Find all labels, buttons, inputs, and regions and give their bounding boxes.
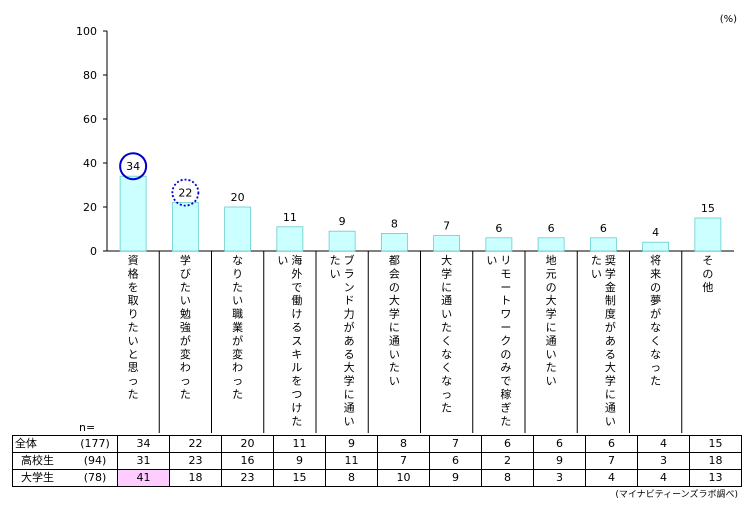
- table-cell: 11: [325, 452, 378, 470]
- table-cell: 18: [689, 452, 742, 470]
- table-cell: 3: [533, 469, 586, 487]
- y-tick-label: 0: [90, 245, 97, 258]
- row-n: (78): [73, 469, 118, 487]
- table-cell: 23: [221, 469, 274, 487]
- table-cell: 4: [637, 469, 690, 487]
- bar: [537, 237, 565, 252]
- bar-value-label: 9: [339, 215, 346, 228]
- bar-value-label: 8: [391, 217, 398, 230]
- bar: [224, 206, 252, 252]
- category-label: 大学に通いたくなくなった: [441, 253, 452, 414]
- bar: [485, 237, 513, 252]
- table-cell: 10: [377, 469, 430, 487]
- bar-value-label: 20: [231, 191, 245, 204]
- bars: 34 22 20 11 9 8 7 6 6 6 4 15: [119, 152, 722, 252]
- unit-label: (%): [720, 14, 737, 25]
- table-cell: 20: [221, 435, 274, 453]
- bar-value-label: 6: [600, 222, 607, 235]
- table-cell: 6: [533, 435, 586, 453]
- y-tick-label: 60: [83, 113, 97, 126]
- category-label: ブランド力がある大学に通いたい: [330, 253, 355, 428]
- y-tick-label: 40: [83, 157, 97, 170]
- table-cell: 9: [429, 469, 482, 487]
- highlight-circle: [171, 178, 200, 207]
- category-label: 学びたい勉強が変わった: [180, 253, 191, 401]
- bar-value-label: 34: [126, 160, 140, 173]
- bar-value-label: 4: [652, 226, 659, 239]
- table-cell: 8: [325, 469, 378, 487]
- table-cell: 6: [585, 435, 638, 453]
- row-label: 大学生: [12, 469, 73, 487]
- bar: [433, 235, 461, 252]
- table-cell: 15: [689, 435, 742, 453]
- row-label: 全体: [12, 435, 73, 453]
- bar-value-label: 11: [283, 211, 297, 224]
- table-cell: 8: [377, 435, 430, 453]
- table-cell: 18: [169, 469, 222, 487]
- table-cell: 23: [169, 452, 222, 470]
- table-cell: 7: [585, 452, 638, 470]
- row-n: (177): [73, 435, 118, 453]
- bar: [171, 202, 199, 252]
- category-label: 地元の大学に通いたい: [546, 254, 557, 388]
- table-cell: 22: [169, 435, 222, 453]
- bar: [328, 230, 356, 252]
- bar: [276, 226, 304, 252]
- bar: [589, 237, 617, 252]
- table-cell: 8: [481, 469, 534, 487]
- table-cell: 9: [273, 452, 326, 470]
- table-cell: 3: [637, 452, 690, 470]
- table-cell: 6: [429, 452, 482, 470]
- category-label: その他: [702, 254, 713, 294]
- bar-value-label: 6: [548, 222, 555, 235]
- table-cell: 9: [533, 452, 586, 470]
- table-cell: 15: [273, 469, 326, 487]
- y-tick-label: 20: [83, 201, 97, 214]
- row-label: 高校生: [12, 452, 73, 470]
- respondent-table: 全体 (177) 34 22 20 11 9 8 7 6 6 6 4 15 高校生 (94) 31 23 16 9 11…: [12, 435, 742, 487]
- bar: [380, 232, 408, 252]
- table-cell: 16: [221, 452, 274, 470]
- table-row: 大学生 (78) 41 18 23 15 8 10 9 8 3 4 4 13: [12, 469, 742, 487]
- row-n: (94): [73, 452, 118, 470]
- table-cell: 6: [481, 435, 534, 453]
- category-label: 将来の夢がなくなった: [650, 254, 661, 388]
- category-label: 資格を取りたいと思った: [128, 254, 139, 401]
- table-cell: 4: [585, 469, 638, 487]
- bar-value-label: 6: [495, 222, 502, 235]
- bar: [694, 217, 722, 252]
- table-cell: 34: [117, 435, 170, 453]
- bar-value-label: 7: [443, 220, 450, 233]
- category-label: 奨学金制度がある大学に通いたい: [591, 253, 616, 428]
- table-cell: 13: [689, 469, 742, 487]
- table-cell: 41: [117, 469, 170, 487]
- category-label: リモートワークのみで稼ぎたい: [486, 254, 511, 428]
- category-label: なりたい職業が変わった: [232, 254, 243, 401]
- source-note: (マイナビティーンズラボ調べ): [615, 490, 738, 500]
- category-label: 海外で働けるスキルをつけたい: [277, 253, 302, 428]
- table-row: 全体 (177) 34 22 20 11 9 8 7 6 6 6 4 15: [12, 435, 742, 453]
- table-cell: 11: [273, 435, 326, 453]
- table-cell: 7: [429, 435, 482, 453]
- bar-value-label: 15: [701, 202, 715, 215]
- y-tick-label: 100: [76, 25, 97, 38]
- table-row: 高校生 (94) 31 23 16 9 11 7 6 2 9 7 3 18: [12, 452, 742, 470]
- bar-value-label: 22: [178, 187, 192, 200]
- table-cell: 7: [377, 452, 430, 470]
- bar: [119, 175, 147, 252]
- table-cell: 2: [481, 452, 534, 470]
- category-labels: 資格を取りたいと思った 学びたい勉強が変わった なりたい職業が変わった 海外で働けるス…: [128, 251, 713, 433]
- highlight-circle: [119, 152, 148, 181]
- table-cell: 31: [117, 452, 170, 470]
- n-header: n=: [79, 421, 96, 434]
- bar: [642, 241, 670, 252]
- category-label: 都会の大学に通いたい: [389, 254, 400, 388]
- table-cell: 4: [637, 435, 690, 453]
- bar-chart: 0 20 40 60 80 100 34 22 20 11 9 8 7 6 6 6 4 15 資格を取りたいと思…: [76, 14, 737, 433]
- table-cell: 9: [325, 435, 378, 453]
- y-tick-label: 80: [83, 69, 97, 82]
